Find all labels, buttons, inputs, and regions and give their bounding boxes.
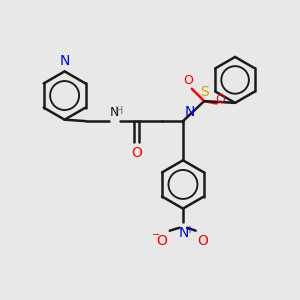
Text: N: N — [178, 226, 189, 240]
Text: O: O — [198, 234, 208, 248]
Text: O: O — [216, 93, 226, 106]
Text: N: N — [110, 106, 119, 119]
Text: +: + — [185, 225, 194, 235]
Text: S: S — [200, 85, 208, 99]
Text: N: N — [59, 54, 70, 68]
Text: N: N — [184, 105, 194, 119]
Text: O: O — [131, 146, 142, 161]
Text: −: − — [152, 230, 160, 240]
Text: O: O — [183, 74, 193, 87]
Text: H: H — [115, 106, 124, 116]
Text: O: O — [156, 234, 167, 248]
